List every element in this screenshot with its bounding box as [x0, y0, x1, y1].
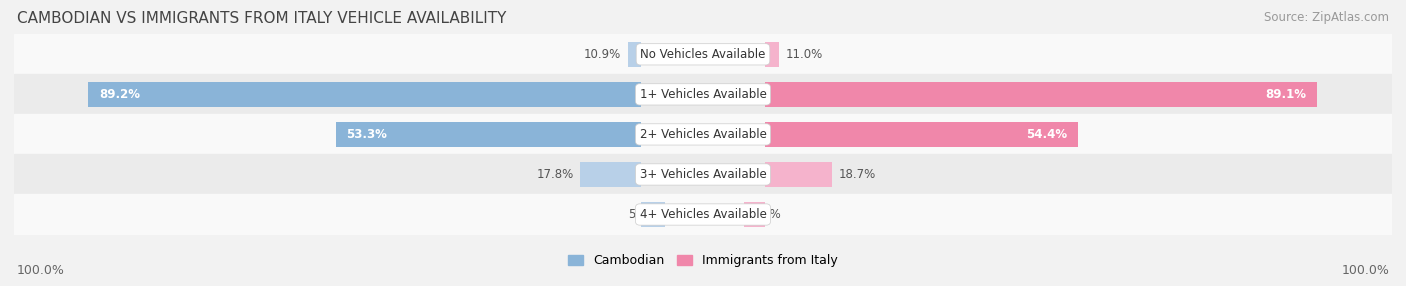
- Text: 3+ Vehicles Available: 3+ Vehicles Available: [640, 168, 766, 181]
- Text: 54.4%: 54.4%: [1026, 128, 1067, 141]
- Bar: [628, 42, 641, 67]
- Bar: [641, 202, 665, 227]
- Text: 11.0%: 11.0%: [786, 48, 823, 61]
- Text: 18.7%: 18.7%: [839, 168, 876, 181]
- Text: 10.9%: 10.9%: [583, 48, 621, 61]
- Bar: [765, 162, 832, 187]
- Bar: [14, 194, 1392, 235]
- Bar: [14, 154, 1392, 194]
- Text: 89.1%: 89.1%: [1265, 88, 1306, 101]
- Bar: [581, 162, 641, 187]
- Bar: [89, 82, 641, 107]
- Bar: [765, 42, 779, 67]
- Text: 2+ Vehicles Available: 2+ Vehicles Available: [640, 128, 766, 141]
- Bar: [765, 122, 1078, 147]
- Text: No Vehicles Available: No Vehicles Available: [640, 48, 766, 61]
- Bar: [14, 74, 1392, 114]
- Text: 4+ Vehicles Available: 4+ Vehicles Available: [640, 208, 766, 221]
- Text: Source: ZipAtlas.com: Source: ZipAtlas.com: [1264, 11, 1389, 24]
- Text: CAMBODIAN VS IMMIGRANTS FROM ITALY VEHICLE AVAILABILITY: CAMBODIAN VS IMMIGRANTS FROM ITALY VEHIC…: [17, 11, 506, 26]
- Bar: [744, 202, 765, 227]
- Text: 1+ Vehicles Available: 1+ Vehicles Available: [640, 88, 766, 101]
- Text: 17.8%: 17.8%: [536, 168, 574, 181]
- Bar: [14, 114, 1392, 154]
- Bar: [765, 82, 1317, 107]
- Text: 89.2%: 89.2%: [98, 88, 139, 101]
- Text: 100.0%: 100.0%: [17, 265, 65, 277]
- Bar: [336, 122, 641, 147]
- Bar: [14, 34, 1392, 74]
- Text: 6.0%: 6.0%: [751, 208, 780, 221]
- Legend: Cambodian, Immigrants from Italy: Cambodian, Immigrants from Italy: [564, 249, 842, 272]
- Text: 100.0%: 100.0%: [1341, 265, 1389, 277]
- Text: 53.3%: 53.3%: [346, 128, 387, 141]
- Text: 5.5%: 5.5%: [628, 208, 658, 221]
